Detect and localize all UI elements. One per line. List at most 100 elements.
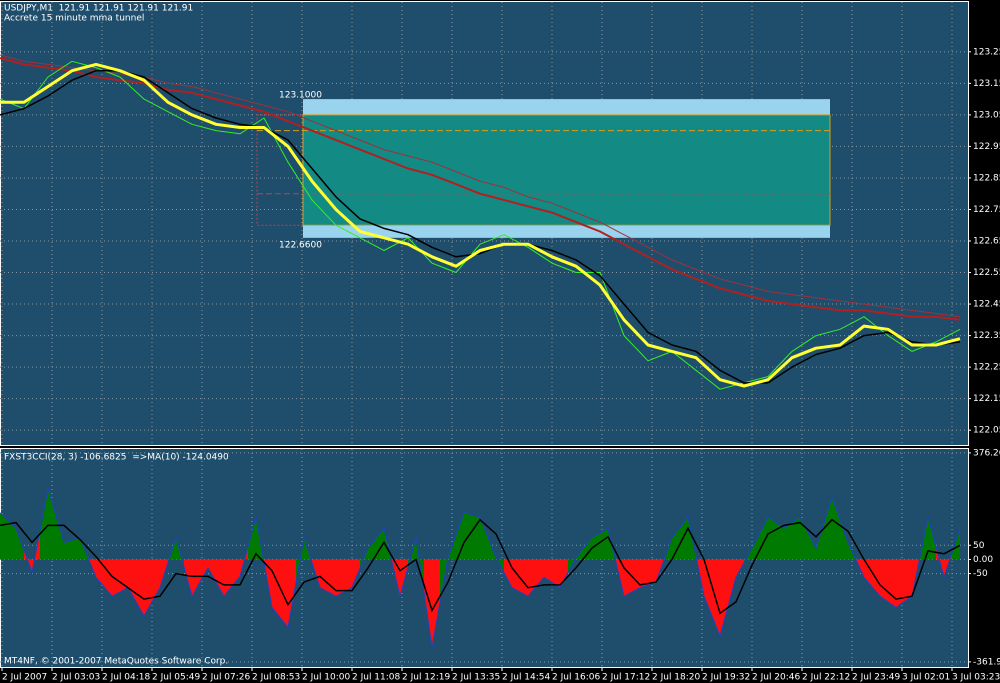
cci-area <box>40 488 56 560</box>
x-tick-label: 2 Jul 08:53 <box>252 673 300 683</box>
cci-area <box>264 559 280 618</box>
x-tick-label: 2 Jul 13:35 <box>452 673 500 683</box>
x-tick-label: 2 Jul 18:20 <box>652 673 701 683</box>
cci-area <box>712 559 728 636</box>
y-tick-label: 122.35 <box>973 331 1000 341</box>
cci-area <box>728 559 744 607</box>
cci-area <box>8 520 24 560</box>
y-tick-label: 122.75 <box>973 205 1000 215</box>
y-tick-label: 122.55 <box>973 268 1000 278</box>
cci-area <box>152 559 168 602</box>
cci-area <box>600 528 616 563</box>
x-tick-label: 2 Jul 07:26 <box>202 673 251 683</box>
y-tick-label: 122.85 <box>973 173 1000 183</box>
x-tick-label: 2 Jul 11:08 <box>352 673 401 683</box>
cci-area <box>72 537 88 560</box>
x-tick-label: 2 Jul 16:06 <box>552 673 601 683</box>
x-tick-label: 2 Jul 19:32 <box>702 673 750 683</box>
cci-area <box>248 516 264 563</box>
cci-area <box>760 516 776 560</box>
cci-area <box>936 547 952 578</box>
x-tick-label: 2 Jul 20:46 <box>752 673 801 683</box>
cci-area <box>616 559 632 597</box>
cci-area <box>552 559 568 588</box>
cci-area <box>488 537 504 573</box>
y-tick-label: 122.15 <box>973 394 1000 404</box>
x-tick-label: 2 Jul 04:18 <box>102 673 151 683</box>
cci-area <box>904 556 920 602</box>
y-tick-label: 50 <box>973 541 985 551</box>
cci-area <box>776 522 792 560</box>
cci-area <box>56 515 72 560</box>
ma-line <box>0 518 961 615</box>
cci-area <box>360 538 376 568</box>
chart-subtitle: Accrete 15 minute mma tunnel <box>4 14 144 24</box>
cci-area <box>200 559 216 583</box>
x-tick-label: 2 Jul 05:49 <box>152 673 201 683</box>
cci-area <box>344 559 360 592</box>
x-tick-label: 2 Jul 14:54 <box>502 673 551 683</box>
x-tick-label: 2 Jul 03:03 <box>52 673 100 683</box>
cci-area <box>568 547 584 573</box>
y-tick-label: 122.65 <box>973 236 1000 246</box>
y-tick-label: 122.45 <box>973 300 1000 310</box>
chart-title: USDJPY,M1 121.91 121.91 121.91 121.91 <box>4 4 193 14</box>
y-tick-label: 122.25 <box>973 363 1000 373</box>
cci-area <box>376 528 392 563</box>
y-tick-label: 122.95 <box>973 142 1000 152</box>
panel-border <box>0 1 969 446</box>
x-tick-label: 3 Jul 02:01 <box>902 673 950 683</box>
y-tick-label: 123.15 <box>973 79 1000 89</box>
zone-label: 122.6600 <box>279 240 322 250</box>
cci-area <box>840 519 856 560</box>
cci-area <box>648 559 664 585</box>
x-tick-label: 2 Jul 2007 <box>2 673 47 683</box>
cci-area <box>216 559 232 597</box>
cci-area <box>952 528 960 560</box>
x-tick-label: 2 Jul 10:00 <box>302 673 351 683</box>
x-tick-label: 2 Jul 22:12 <box>802 673 850 683</box>
indicator-title: FXST3CCI(28, 3) -106.6825 =>MA(10) -124.… <box>4 453 229 463</box>
cci-area <box>920 516 936 560</box>
y-tick-label: -50 <box>973 569 988 579</box>
y-tick-label: 376.2663 <box>973 448 1000 458</box>
price-line <box>0 54 961 318</box>
y-tick-label: 123.25 <box>973 47 1000 57</box>
cci-area <box>680 516 696 560</box>
cci-area <box>168 537 184 567</box>
x-tick-label: 2 Jul 23:49 <box>852 673 901 683</box>
cci-area <box>296 537 312 583</box>
cci-area <box>744 532 760 563</box>
cci-area <box>232 546 248 587</box>
cci-area <box>824 497 840 560</box>
cci-area <box>888 559 904 608</box>
cci-area <box>104 559 120 597</box>
cci-area <box>808 522 824 560</box>
inner-zone <box>302 114 831 226</box>
x-tick-label: 2 Jul 12:19 <box>402 673 451 683</box>
cci-area <box>184 559 200 597</box>
x-tick-label: 3 Jul 03:23 <box>952 673 1000 683</box>
cci-area <box>280 559 296 628</box>
price-line <box>0 62 961 388</box>
cci-area <box>24 530 40 573</box>
cci-line <box>0 488 961 648</box>
x-tick-label: 2 Jul 17:12 <box>602 673 650 683</box>
cci-area <box>792 516 808 560</box>
cci-area <box>536 559 552 587</box>
cci-area <box>136 559 152 617</box>
price-line <box>0 69 961 384</box>
y-tick-label: 0.00 <box>973 555 993 565</box>
price-line <box>0 60 961 390</box>
cci-area <box>504 559 520 592</box>
zone-label: 123.1000 <box>279 91 322 101</box>
y-tick-label: 122.05 <box>973 426 1000 436</box>
copyright: MT4NF, © 2001-2007 MetaQuotes Software C… <box>4 657 228 667</box>
y-tick-label: -361.973 <box>973 657 1000 667</box>
y-tick-label: 123.05 <box>973 110 1000 120</box>
cci-area <box>440 535 456 603</box>
cci-area <box>424 559 440 648</box>
